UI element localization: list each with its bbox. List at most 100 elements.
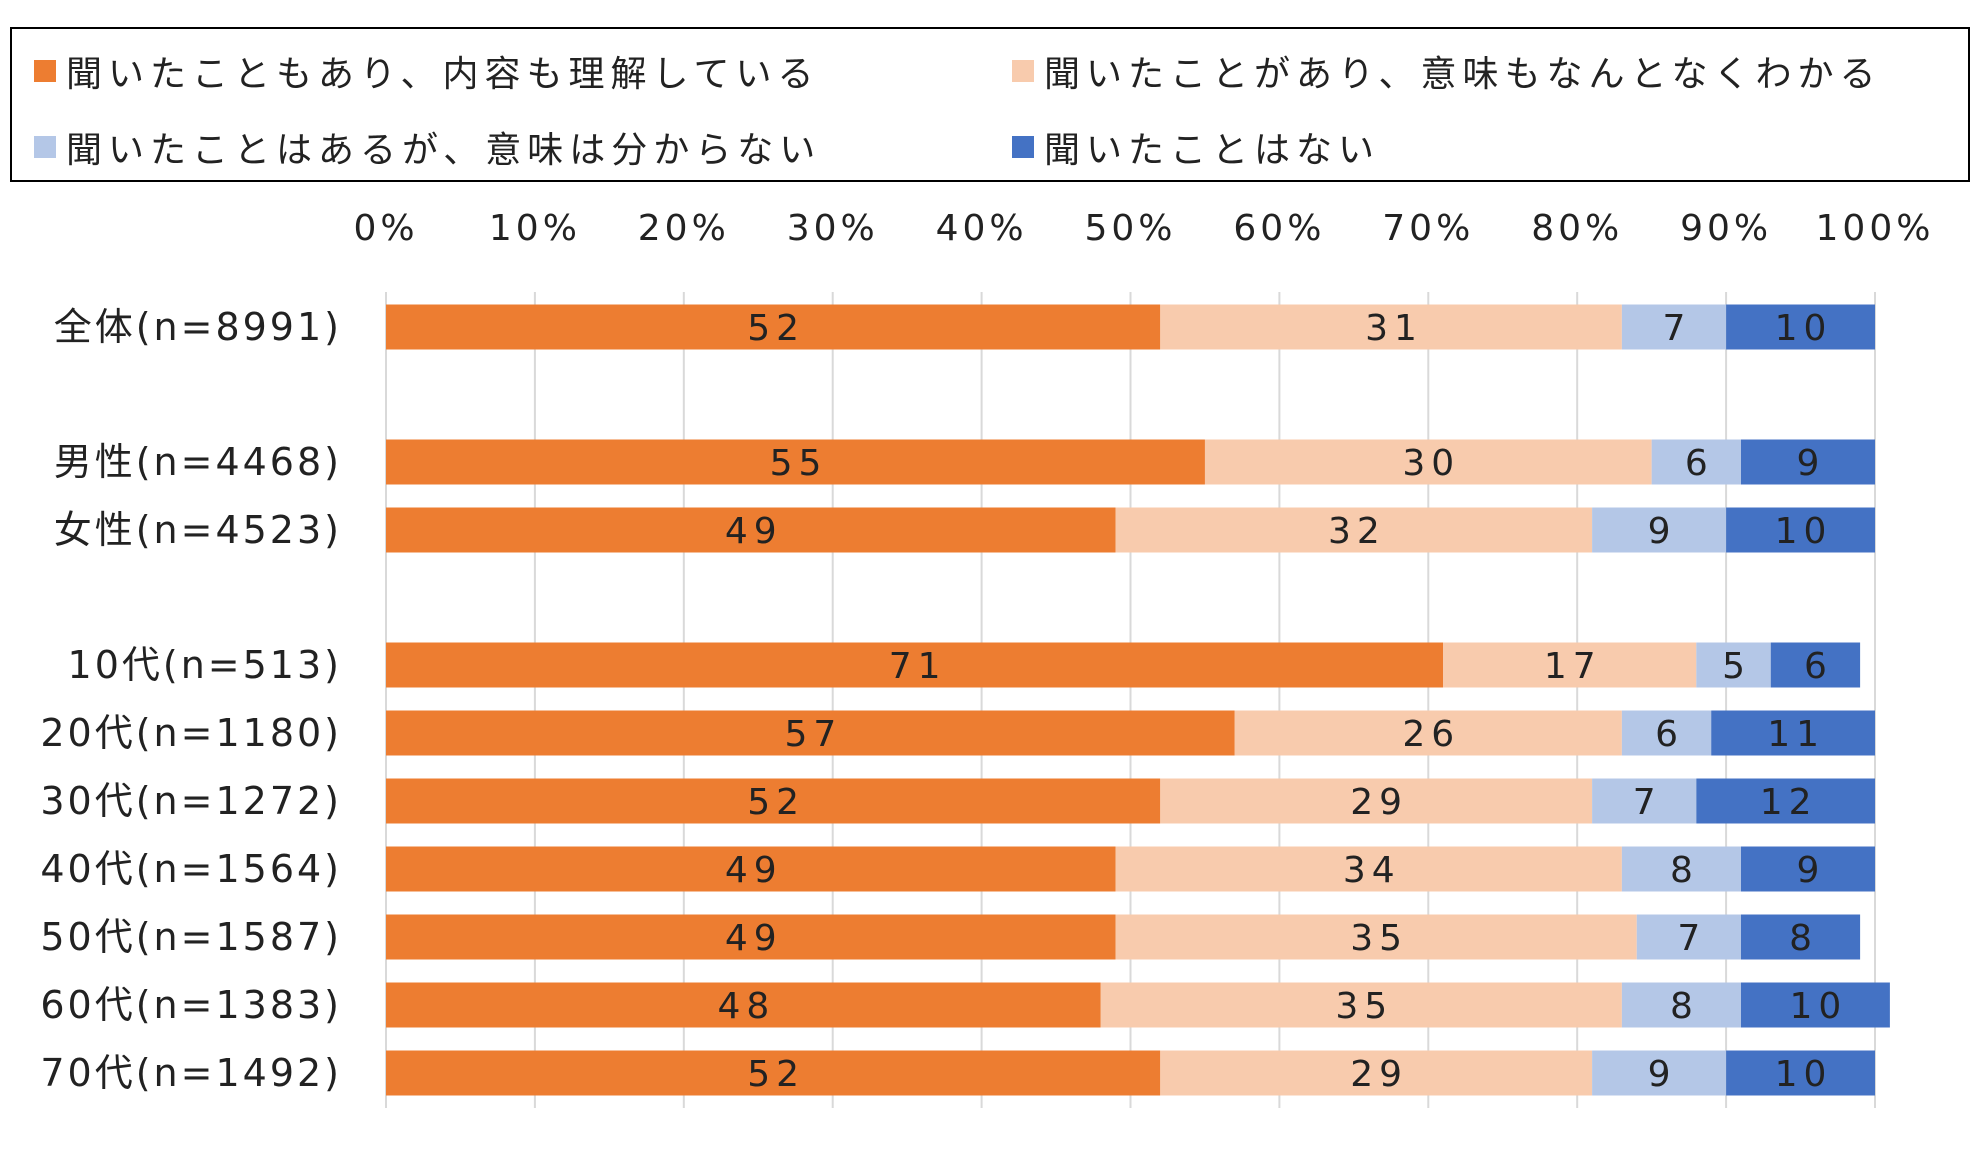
data-label-vaguely-knows: 26 [1402, 714, 1460, 755]
x-tick-label: 30% [787, 208, 879, 249]
bar-segment-understands [386, 507, 1116, 553]
legend-swatch-understands [34, 60, 56, 82]
category-label: 20代(n=1180) [40, 711, 342, 755]
data-label-understands: 48 [717, 986, 775, 1027]
data-label-understands: 57 [784, 714, 842, 755]
bar-segment-understands [386, 1050, 1161, 1096]
legend-label-heard-not-understood: 聞いたことはあるが、意味は分からない [66, 130, 822, 171]
bar-segment-heard-not-understood [1696, 642, 1771, 688]
legend-item-heard-not-understood: 聞いたことはあるが、意味は分からない [34, 121, 821, 173]
bar-segment-understands [386, 846, 1116, 892]
bar-segment-understands [386, 914, 1116, 960]
bars [386, 304, 1890, 1096]
category-label: 30代(n=1272) [40, 779, 342, 823]
legend-item-never-heard: 聞いたことはない [1012, 121, 1380, 173]
data-label-never-heard: 10 [1790, 986, 1848, 1027]
x-tick-label: 90% [1680, 208, 1772, 249]
data-label-vaguely-knows: 32 [1328, 511, 1386, 552]
data-label-never-heard: 8 [1789, 918, 1818, 959]
category-label: 男性(n=4468) [54, 440, 342, 484]
data-label-understands: 71 [889, 646, 947, 687]
bar-segment-vaguely-knows [1160, 778, 1593, 824]
data-label-never-heard: 6 [1804, 646, 1833, 687]
x-tick-label: 80% [1531, 208, 1623, 249]
x-tick-label: 10% [489, 208, 581, 249]
x-tick-label: 60% [1233, 208, 1325, 249]
bar-segment-never-heard [1740, 439, 1875, 485]
data-label-never-heard: 12 [1760, 782, 1818, 823]
data-label-vaguely-knows: 17 [1544, 646, 1602, 687]
data-label-never-heard: 9 [1797, 443, 1826, 484]
bar-segment-understands [386, 439, 1205, 485]
bar-segment-vaguely-knows [1115, 914, 1637, 960]
category-label: 50代(n=1587) [40, 915, 342, 959]
bar-segment-heard-not-understood [1621, 846, 1741, 892]
bar-segment-understands [386, 982, 1101, 1028]
bar-segment-never-heard [1696, 778, 1875, 824]
bar-segment-understands [386, 304, 1161, 350]
data-label-heard-not-understood: 8 [1670, 986, 1699, 1027]
data-label-understands: 52 [747, 308, 805, 349]
x-tick-label: 20% [638, 208, 730, 249]
data-label-vaguely-knows: 35 [1350, 918, 1408, 959]
bar-segment-understands [386, 710, 1235, 756]
data-label-never-heard: 9 [1797, 850, 1826, 891]
bar-segment-understands [386, 778, 1161, 824]
x-tick-label: 40% [936, 208, 1028, 249]
data-label-never-heard: 11 [1767, 714, 1825, 755]
category-label: 40代(n=1564) [40, 847, 342, 891]
legend-swatch-never-heard [1012, 136, 1034, 158]
category-labels: 全体(n=8991) 男性(n=4468) 女性(n=4523) 10代(n=513)… [40, 305, 342, 1095]
data-label-vaguely-knows: 34 [1343, 850, 1401, 891]
bar-segment-never-heard [1770, 642, 1861, 688]
data-label-understands: 55 [770, 443, 828, 484]
bar-segment-understands [386, 642, 1444, 688]
x-tick-label: 100% [1816, 208, 1935, 249]
gridlines [385, 292, 1876, 1108]
x-tick-label: 50% [1084, 208, 1176, 249]
data-label-understands: 49 [725, 511, 783, 552]
bar-segment-heard-not-understood [1621, 710, 1712, 756]
chart-legend: 聞いたこともあり、内容も理解している 聞いたことがあり、意味もなんとなくわかる … [10, 27, 1970, 182]
bar-segment-heard-not-understood [1592, 1050, 1727, 1096]
data-label-heard-not-understood: 7 [1663, 308, 1692, 349]
bar-segment-never-heard [1726, 1050, 1875, 1096]
legend-label-never-heard: 聞いたことはない [1044, 130, 1381, 171]
bar-segment-heard-not-understood [1651, 439, 1741, 485]
data-label-never-heard: 10 [1775, 308, 1833, 349]
bar-segment-never-heard [1726, 304, 1875, 350]
data-label-heard-not-understood: 7 [1677, 918, 1706, 959]
data-label-never-heard: 10 [1775, 511, 1833, 552]
x-tick-label: 0% [353, 208, 418, 249]
bar-segment-heard-not-understood [1636, 914, 1741, 960]
bar-segment-heard-not-understood [1592, 507, 1727, 553]
category-label: 70代(n=1492) [40, 1051, 342, 1095]
data-label-heard-not-understood: 7 [1633, 782, 1662, 823]
data-label-understands: 49 [725, 918, 783, 959]
bar-segment-heard-not-understood [1621, 304, 1727, 350]
legend-label-understands: 聞いたこともあり、内容も理解している [66, 54, 820, 95]
bar-segment-never-heard [1711, 710, 1875, 756]
x-axis-tick-labels: 0% 10% 20% 30% 40% 50% 60% 70% 80% 90% 100% [353, 208, 1935, 249]
data-label-vaguely-knows: 30 [1402, 443, 1460, 484]
data-label-understands: 52 [747, 1054, 805, 1095]
data-label-heard-not-understood: 6 [1655, 714, 1684, 755]
x-tick-label: 70% [1382, 208, 1474, 249]
category-label: 60代(n=1383) [40, 983, 342, 1027]
category-label: 女性(n=4523) [54, 508, 342, 552]
data-label-heard-not-understood: 5 [1722, 646, 1751, 687]
data-label-heard-not-understood: 9 [1648, 511, 1677, 552]
data-label-heard-not-understood: 9 [1648, 1054, 1677, 1095]
bar-segment-never-heard [1740, 846, 1875, 892]
category-label: 10代(n=513) [68, 643, 342, 687]
bar-segment-never-heard [1740, 914, 1861, 960]
bar-segment-never-heard [1740, 982, 1890, 1028]
bar-segment-vaguely-knows [1115, 846, 1622, 892]
bar-segment-vaguely-knows [1115, 507, 1593, 553]
legend-swatch-vaguely-knows [1012, 60, 1034, 82]
data-label-never-heard: 10 [1775, 1054, 1833, 1095]
data-label-heard-not-understood: 8 [1670, 850, 1699, 891]
data-label-understands: 49 [725, 850, 783, 891]
bar-segment-never-heard [1726, 507, 1875, 553]
